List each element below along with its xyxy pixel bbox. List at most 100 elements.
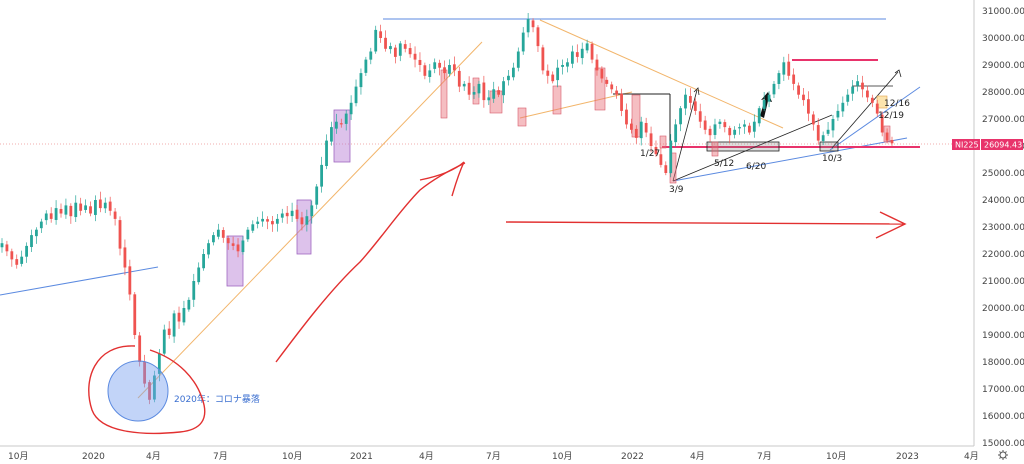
- candle-body: [738, 127, 741, 129]
- price-badges: NI225 26094.43: [952, 139, 1023, 150]
- y-tick-label: 27000.00: [982, 115, 1024, 125]
- y-tick-label: 16000.00: [982, 412, 1024, 422]
- candle-body: [389, 46, 392, 50]
- y-tick-label: 30000.00: [982, 34, 1024, 44]
- candle-body: [703, 120, 707, 130]
- x-tick-label: 10月: [552, 451, 572, 462]
- candle-body: [364, 59, 368, 73]
- x-tick-label: 10月: [826, 451, 846, 462]
- blue-left-trend-line: [0, 266, 159, 296]
- candle-body: [610, 84, 614, 90]
- candle-body: [507, 75, 510, 81]
- candle-body: [197, 267, 201, 283]
- candle-body: [615, 90, 619, 95]
- y-tick-label: 24000.00: [982, 196, 1024, 206]
- candle-body: [251, 224, 255, 231]
- candle-body: [497, 90, 501, 95]
- candle-body: [477, 83, 481, 94]
- candle-body: [885, 132, 889, 141]
- x-tick-label: 4月: [690, 451, 705, 462]
- candle-body: [516, 51, 520, 68]
- candle-body: [556, 67, 560, 81]
- candle-body: [231, 243, 235, 246]
- candle-body: [354, 86, 358, 104]
- orange-downtrend-line: [539, 19, 784, 129]
- candle-body: [487, 97, 491, 101]
- candle-body: [536, 27, 540, 47]
- purple-box-2: [296, 199, 312, 255]
- candle-body: [462, 83, 466, 87]
- x-tick-label: 4月: [964, 451, 979, 462]
- pink-box-3: [489, 90, 503, 114]
- x-tick-label: 2021: [350, 452, 373, 462]
- candle-body: [143, 361, 146, 384]
- candle-body: [634, 128, 638, 138]
- candle-body: [305, 216, 309, 225]
- candle-body: [782, 62, 786, 75]
- x-tick-label: 7月: [213, 451, 228, 462]
- gray-box-2: [819, 141, 839, 152]
- candle-body: [831, 119, 835, 131]
- date-labels: 1/27 3/9 5/12 6/20 10/3 12/16 12/19: [640, 99, 910, 195]
- candle-body: [236, 244, 240, 252]
- candle-body: [59, 208, 63, 214]
- candle-body: [595, 59, 599, 71]
- candle-body: [182, 308, 186, 323]
- pink-box-4: [517, 107, 527, 127]
- candle-body: [310, 205, 314, 217]
- x-tick-label: 7月: [486, 451, 501, 462]
- label-12-16: 12/16: [884, 99, 910, 109]
- candle-body: [177, 312, 181, 322]
- candle-body: [344, 113, 348, 124]
- candle-body: [816, 125, 820, 141]
- y-tick-label: 29000.00: [982, 61, 1024, 71]
- candle-body: [275, 218, 279, 224]
- candle-body: [856, 81, 859, 86]
- candle-body: [315, 186, 319, 205]
- red-horizontal-arrow: [505, 221, 906, 225]
- candle-body: [162, 329, 166, 354]
- red-scribble-circle: [88, 345, 206, 435]
- candle-body: [94, 200, 97, 215]
- candle-body: [334, 121, 338, 129]
- candle-body: [472, 92, 476, 95]
- y-tick-label: 18000.00: [982, 358, 1024, 368]
- orange-uptrend-line: [137, 41, 483, 399]
- candle-body: [693, 101, 697, 111]
- candle-body: [35, 229, 38, 237]
- candle-body: [821, 135, 825, 141]
- candle-body: [226, 238, 230, 244]
- candle-body: [118, 220, 122, 249]
- candle-body: [20, 256, 24, 264]
- candle-body: [349, 102, 353, 115]
- candle-body: [266, 219, 269, 222]
- candle-body: [698, 111, 702, 122]
- candle-body: [566, 62, 569, 67]
- x-tick-label: 10月: [282, 451, 302, 462]
- candle-body: [418, 59, 422, 65]
- candle-body: [531, 20, 535, 28]
- arrow-tip-1: [693, 87, 700, 96]
- x-tick-label: 4月: [146, 451, 161, 462]
- candle-body: [605, 79, 609, 84]
- candle-body: [629, 123, 633, 130]
- candle-body: [674, 124, 678, 143]
- candle-body: [89, 206, 92, 214]
- black-line-4: [672, 114, 833, 182]
- gear-icon[interactable]: [998, 450, 1008, 460]
- candle-body: [148, 382, 151, 400]
- y-tick-label: 23000.00: [982, 223, 1024, 233]
- candle-body: [585, 43, 589, 51]
- candle-body: [216, 229, 220, 237]
- label-5-12: 5/12: [714, 159, 734, 169]
- red-long-arrow-head: [419, 161, 465, 197]
- candle-body: [300, 217, 304, 225]
- y-tick-label: 19000.00: [982, 331, 1024, 341]
- candle-body: [330, 127, 333, 142]
- blue-right-up-line: [829, 86, 921, 151]
- candle-body: [875, 103, 879, 114]
- candle-body: [551, 74, 555, 82]
- candle-body: [870, 97, 874, 103]
- candle-body: [84, 205, 87, 210]
- candle-body: [433, 62, 437, 69]
